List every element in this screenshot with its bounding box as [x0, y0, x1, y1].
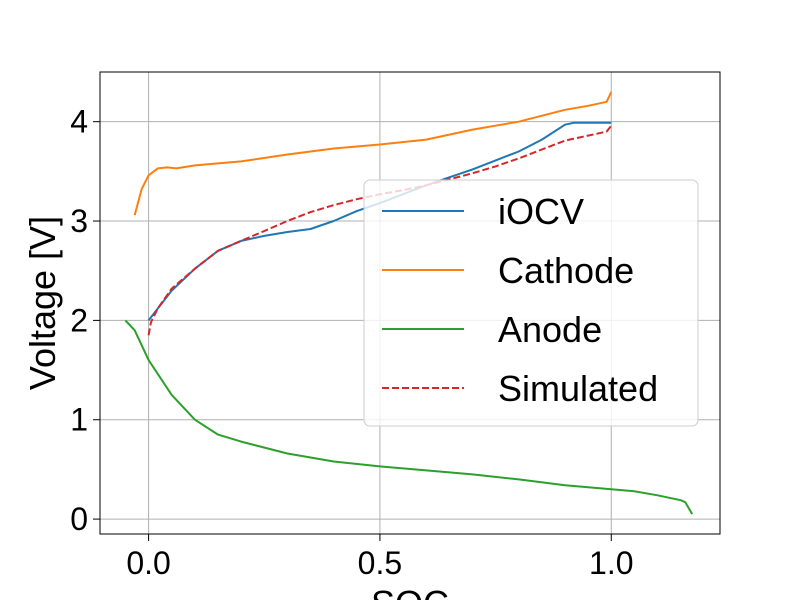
x-tick-label: 1.0: [589, 545, 633, 581]
x-tick-label: 0.5: [358, 545, 402, 581]
legend-box: [363, 179, 699, 427]
y-tick-label: 3: [70, 203, 88, 239]
legend: iOCV Cathode Anode Simulated: [363, 179, 699, 427]
series-line-cathode: [133, 91, 613, 216]
y-tick-label: 2: [70, 302, 88, 338]
legend-label-simulated: Simulated: [498, 368, 658, 409]
x-tick-label: 0.0: [126, 545, 170, 581]
y-tick-label: 1: [70, 402, 88, 438]
plot-frame: [99, 71, 721, 535]
legend-label-iocv: iOCV: [498, 191, 584, 232]
legend-label-anode: Anode: [498, 309, 602, 350]
y-tick-label: 4: [70, 104, 88, 140]
y-axis-label: Voltage [V]: [22, 216, 63, 390]
ticks: 0.0 0.5 1.0 0 1 2 3 4: [70, 104, 633, 581]
series-line-anode: [124, 319, 694, 515]
legend-label-cathode: Cathode: [498, 250, 634, 291]
y-tick-label: 0: [70, 501, 88, 537]
x-axis-label: SOC: [371, 583, 449, 600]
